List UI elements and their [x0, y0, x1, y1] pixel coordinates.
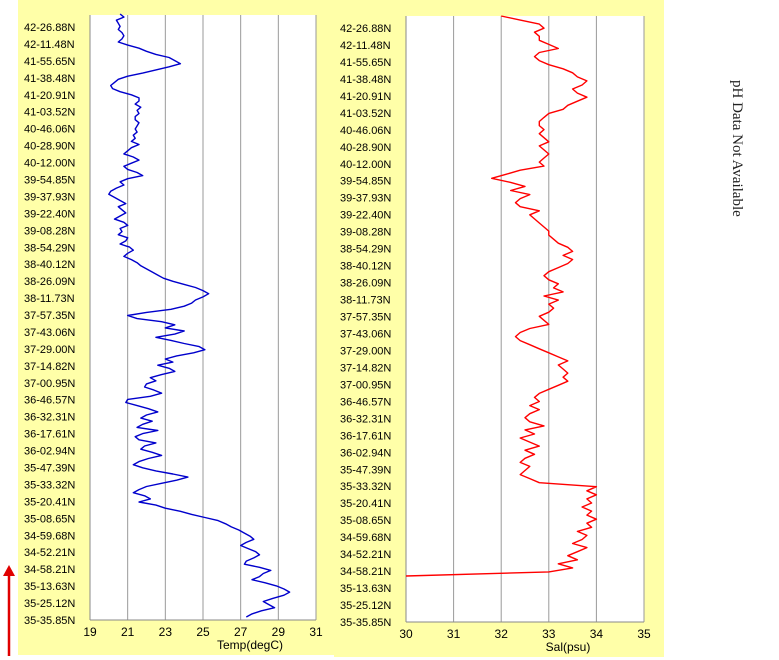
sal-y-tick-label: 37-29.00N [340, 345, 391, 357]
sal-y-tick-label: 37-57.35N [340, 312, 391, 324]
sal-y-tick-label: 41-20.91N [340, 91, 391, 103]
sal-y-tick-label: 38-40.12N [340, 261, 391, 273]
sal-y-tick-label: 40-28.90N [340, 142, 391, 154]
sal-x-tick-label: 34 [590, 627, 604, 641]
sal-x-axis-title: Sal(psu) [546, 640, 591, 654]
temp-y-tick-label: 37-14.82N [24, 361, 75, 373]
sal-y-tick-label: 41-03.52N [340, 108, 391, 120]
sal-y-tick-label: 40-12.00N [340, 159, 391, 171]
temp-y-tick-label: 34-58.21N [24, 564, 75, 576]
sal-y-tick-label: 34-52.21N [340, 549, 391, 561]
temp-y-tick-label: 42-26.88N [24, 22, 75, 34]
temp-y-tick-label: 37-29.00N [24, 344, 75, 356]
temp-x-tick-label: 29 [272, 625, 286, 639]
temp-y-tick-label: 36-17.61N [24, 429, 75, 441]
temp-y-tick-label: 41-20.91N [24, 90, 75, 102]
temp-x-tick-label: 19 [83, 625, 97, 639]
salinity-chart: 30 31 32 33 34 35 42-26.88N 42-11.48N 41-55.65N 4… [340, 15, 651, 654]
temp-x-tick-label: 23 [159, 625, 173, 639]
temp-y-tick-label: 35-47.39N [24, 463, 75, 475]
sal-y-tick-label: 41-38.48N [340, 74, 391, 86]
temp-y-tick-label: 39-22.40N [24, 208, 75, 220]
temperature-chart: 19 21 23 25 27 29 31 42-26.88N 42-11.48N 41-55.65… [24, 13, 323, 652]
sal-y-tick-label: 34-58.21N [340, 566, 391, 578]
sal-y-tick-label: 42-11.48N [340, 40, 391, 52]
sal-y-tick-label: 34-59.68N [340, 532, 391, 544]
temp-y-tick-label: 39-37.93N [24, 191, 75, 203]
sal-y-tick-label: 35-13.63N [340, 583, 391, 595]
temp-y-tick-label: 35-35.85N [24, 615, 75, 627]
temp-y-tick-label: 40-12.00N [24, 158, 75, 170]
temp-y-tick-label: 35-08.65N [24, 513, 75, 525]
temp-y-tick-label: 39-08.28N [24, 225, 75, 237]
temp-series-line [108, 13, 291, 618]
temp-y-tick-label: 37-57.35N [24, 310, 75, 322]
sal-y-tick-label: 37-14.82N [340, 362, 391, 374]
sal-y-tick-label: 39-08.28N [340, 227, 391, 239]
temp-y-tick-label: 34-52.21N [24, 547, 75, 559]
temp-y-tick-label: 36-32.31N [24, 412, 75, 424]
temp-y-tick-label: 37-00.95N [24, 378, 75, 390]
sal-plot-area [406, 16, 644, 622]
sal-y-tick-label: 40-46.06N [340, 125, 391, 137]
temp-y-tick-label: 35-25.12N [24, 598, 75, 610]
direction-arrow-head [3, 565, 15, 576]
temp-y-tick-label: 38-40.12N [24, 259, 75, 271]
salinity-chart-panel: 30 31 32 33 34 35 42-26.88N 42-11.48N 41-55.65N 4… [334, 0, 664, 657]
temp-y-tick-label: 35-13.63N [24, 581, 75, 593]
temp-y-tick-label: 37-43.06N [24, 327, 75, 339]
sal-y-tick-label: 36-32.31N [340, 413, 391, 425]
temp-y-tick-label: 38-11.73N [24, 293, 75, 305]
temp-x-tick-label: 25 [196, 625, 210, 639]
sal-x-tick-label: 31 [447, 627, 461, 641]
sal-y-tick-label: 35-33.32N [340, 481, 391, 493]
sal-y-tick-label: 38-26.09N [340, 278, 391, 290]
temperature-chart-panel: 19 21 23 25 27 29 31 42-26.88N 42-11.48N 41-55.65… [18, 0, 334, 655]
sal-y-tick-label: 35-47.39N [340, 464, 391, 476]
temp-y-tick-label: 35-33.32N [24, 479, 75, 491]
temp-y-tick-label: 35-20.41N [24, 496, 75, 508]
sal-y-tick-label: 39-22.40N [340, 210, 391, 222]
sal-x-tick-label: 30 [399, 627, 413, 641]
temp-y-tick-label: 41-38.48N [24, 73, 75, 85]
sal-y-tick-label: 39-37.93N [340, 193, 391, 205]
temp-y-tick-label: 40-46.06N [24, 124, 75, 136]
sal-series-line [405, 15, 598, 577]
sal-y-tick-label: 37-00.95N [340, 379, 391, 391]
sal-y-tick-label: 35-08.65N [340, 515, 391, 527]
sal-y-tick-label: 36-46.57N [340, 396, 391, 408]
temp-y-tick-label: 36-02.94N [24, 446, 75, 458]
sal-y-tick-label: 41-55.65N [340, 57, 391, 69]
sal-y-tick-label: 38-54.29N [340, 244, 391, 256]
temp-y-tick-label: 36-46.57N [24, 395, 75, 407]
sal-y-tick-label: 39-54.85N [340, 176, 391, 188]
sal-y-tick-label: 35-35.85N [340, 617, 391, 629]
temp-y-tick-label: 41-55.65N [24, 56, 75, 68]
sal-y-tick-label: 35-25.12N [340, 600, 391, 612]
temp-y-tick-label: 38-54.29N [24, 242, 75, 254]
sal-y-tick-label: 42-26.88N [340, 23, 391, 35]
temp-x-tick-label: 31 [309, 625, 323, 639]
sal-y-tick-label: 37-43.06N [340, 328, 391, 340]
sal-y-tick-label: 38-11.73N [340, 295, 391, 307]
temp-y-tick-label: 39-54.85N [24, 174, 75, 186]
sal-x-tick-label: 32 [495, 627, 509, 641]
sal-x-tick-label: 35 [637, 627, 651, 641]
temp-y-tick-label: 42-11.48N [24, 39, 75, 51]
temp-x-axis-title: Temp(degC) [217, 638, 283, 652]
temp-y-tick-label: 40-28.90N [24, 141, 75, 153]
temp-y-tick-label: 41-03.52N [24, 107, 75, 119]
direction-arrow-icon [3, 565, 15, 656]
ph-unavailable-text: pH Data Not Available [729, 80, 745, 217]
sal-x-tick-label: 33 [542, 627, 556, 641]
sal-y-tick-label: 36-17.61N [340, 430, 391, 442]
sal-y-tick-label: 36-02.94N [340, 447, 391, 459]
temp-y-tick-label: 38-26.09N [24, 276, 75, 288]
sal-y-tick-label: 35-20.41N [340, 498, 391, 510]
ph-unavailable-note: pH Data Not Available [725, 80, 765, 340]
temp-x-tick-label: 27 [234, 625, 248, 639]
temp-y-tick-label: 34-59.68N [24, 530, 75, 542]
temp-x-tick-label: 21 [121, 625, 135, 639]
